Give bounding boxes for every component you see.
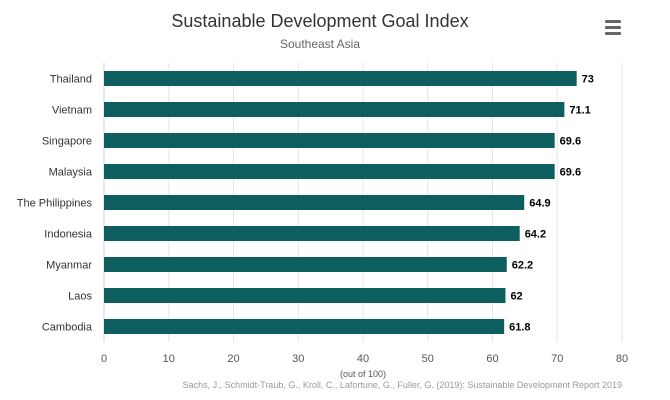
bar [104, 226, 520, 241]
bar [104, 195, 525, 210]
menu-icon-bar [605, 26, 621, 29]
menu-icon-bar [605, 32, 621, 35]
data-label: 64.2 [525, 229, 546, 241]
category-label: Laos [68, 291, 92, 303]
data-label: 61.8 [509, 322, 530, 334]
x-tick-label: 0 [101, 353, 107, 365]
data-label: 71.1 [569, 105, 590, 117]
category-label: Vietnam [52, 105, 92, 117]
bar [104, 288, 506, 303]
x-tick-label: 30 [292, 353, 304, 365]
category-label: The Philippines [17, 198, 93, 210]
category-label: Myanmar [46, 260, 92, 272]
x-axis-ticks: 0 10 20 30 40 50 60 70 80 [101, 353, 628, 365]
chart-subtitle: Southeast Asia [280, 37, 360, 51]
category-label: Indonesia [44, 229, 93, 241]
x-tick-label: 20 [227, 353, 239, 365]
category-label: Malaysia [49, 167, 93, 179]
x-tick-label: 80 [616, 353, 628, 365]
menu-icon-bar [605, 20, 621, 23]
category-label: Singapore [42, 136, 92, 148]
chart-title: Sustainable Development Goal Index [171, 11, 468, 31]
category-labels: Thailand Vietnam Singapore Malaysia The Phil… [17, 74, 93, 334]
data-label: 64.9 [529, 198, 550, 210]
category-label: Cambodia [42, 322, 93, 334]
x-axis-title: (out of 100) [340, 369, 386, 379]
data-label: 62.2 [512, 260, 533, 272]
bar [104, 164, 555, 179]
x-tick-label: 50 [422, 353, 434, 365]
data-label: 69.6 [560, 167, 581, 179]
chart-credits: Sachs, J., Schmidt-Traub, G., Kroll, C.,… [183, 380, 622, 390]
bar [104, 71, 577, 86]
bar [104, 319, 505, 334]
hamburger-menu-icon [605, 20, 621, 35]
data-labels: 73 71.1 69.6 69.6 64.9 64.2 62.2 62 61.8 [509, 74, 594, 334]
x-tick-label: 10 [163, 353, 175, 365]
x-tick-label: 60 [486, 353, 498, 365]
x-tick-label: 40 [357, 353, 369, 365]
bar [104, 133, 555, 148]
data-label: 73 [582, 74, 594, 86]
data-label: 62 [510, 291, 522, 303]
bar [104, 257, 507, 272]
chart-menu-button[interactable] [598, 14, 628, 40]
category-label: Thailand [50, 74, 92, 86]
x-tick-label: 70 [551, 353, 563, 365]
bar [104, 102, 565, 117]
bars [104, 71, 577, 334]
data-label: 69.6 [560, 136, 581, 148]
